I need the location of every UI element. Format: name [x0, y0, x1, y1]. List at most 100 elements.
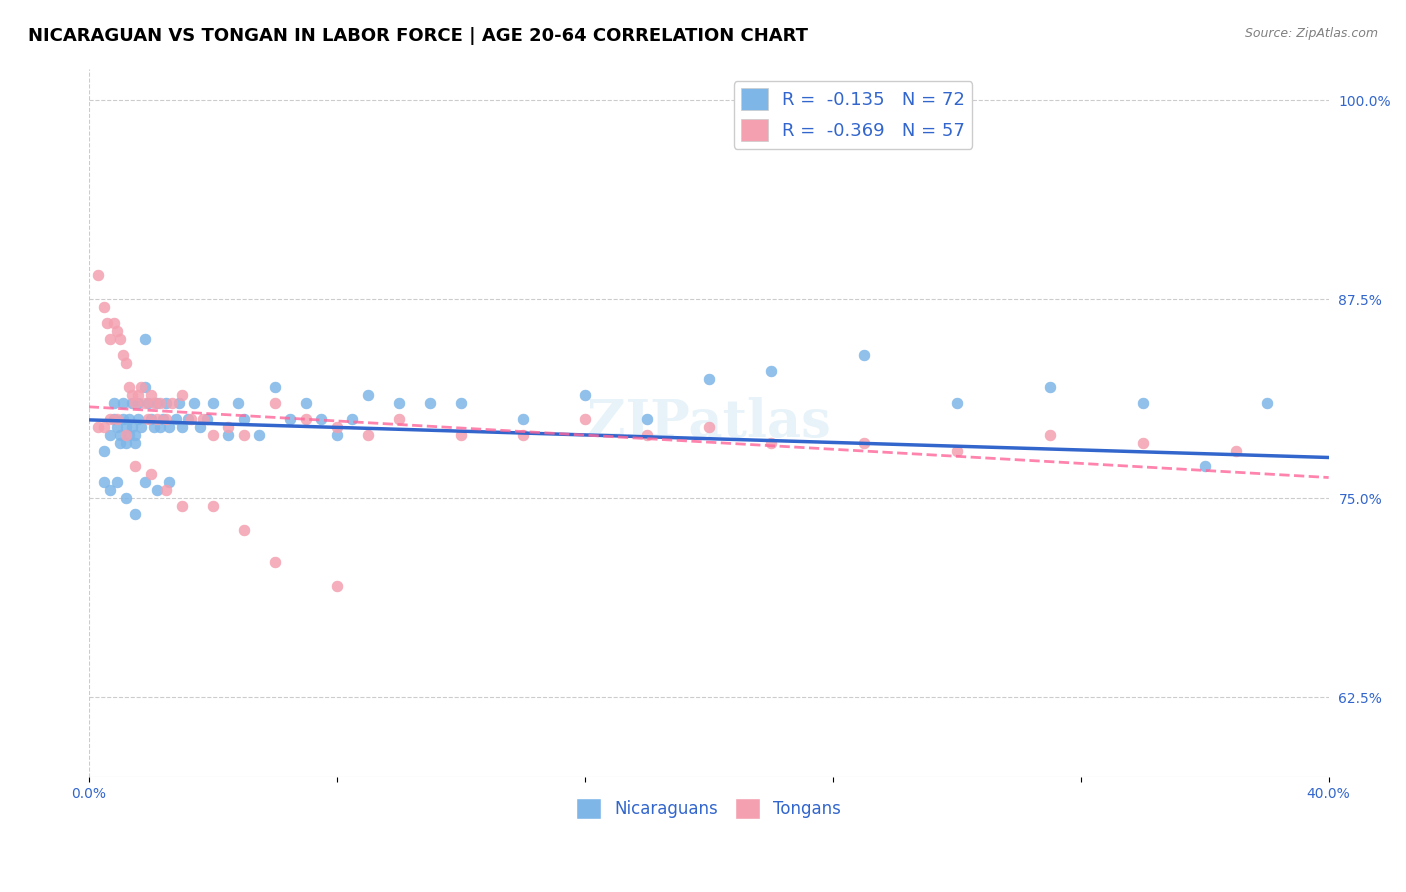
Point — [201, 500, 224, 514]
Point — [574, 388, 596, 402]
Point — [100, 332, 122, 346]
Point — [93, 475, 115, 490]
Point — [121, 388, 143, 402]
Point — [193, 411, 215, 425]
Point — [180, 411, 202, 425]
Legend: Nicaraguans, Tongans: Nicaraguans, Tongans — [569, 791, 848, 825]
Point — [165, 411, 187, 425]
Point — [309, 411, 332, 425]
Point — [157, 419, 180, 434]
Point — [115, 356, 138, 370]
Point — [342, 411, 364, 425]
Point — [131, 380, 153, 394]
Point — [105, 475, 128, 490]
Point — [232, 427, 254, 442]
Point — [134, 380, 156, 394]
Point — [177, 411, 200, 425]
Point — [142, 396, 165, 410]
Point — [134, 332, 156, 346]
Point — [170, 388, 193, 402]
Point — [142, 419, 165, 434]
Text: Source: ZipAtlas.com: Source: ZipAtlas.com — [1244, 27, 1378, 40]
Point — [118, 380, 141, 394]
Point — [232, 523, 254, 537]
Point — [146, 396, 169, 410]
Point — [105, 324, 128, 338]
Point — [121, 396, 143, 410]
Point — [170, 500, 193, 514]
Point — [162, 396, 184, 410]
Point — [115, 435, 138, 450]
Point — [217, 427, 239, 442]
Point — [124, 507, 146, 521]
Point — [1132, 396, 1154, 410]
Point — [103, 411, 125, 425]
Point — [636, 427, 658, 442]
Point — [697, 419, 720, 434]
Point — [93, 419, 115, 434]
Point — [108, 435, 131, 450]
Point — [1039, 427, 1062, 442]
Point — [157, 475, 180, 490]
Point — [124, 459, 146, 474]
Point — [108, 427, 131, 442]
Point — [217, 419, 239, 434]
Point — [136, 396, 159, 410]
Point — [183, 396, 205, 410]
Point — [127, 396, 149, 410]
Point — [115, 491, 138, 506]
Point — [121, 419, 143, 434]
Point — [155, 396, 177, 410]
Point — [152, 411, 174, 425]
Point — [115, 419, 138, 434]
Point — [100, 483, 122, 498]
Point — [1225, 443, 1247, 458]
Point — [188, 419, 211, 434]
Point — [108, 332, 131, 346]
Point — [945, 443, 967, 458]
Point — [111, 396, 134, 410]
Text: NICARAGUAN VS TONGAN IN LABOR FORCE | AGE 20-64 CORRELATION CHART: NICARAGUAN VS TONGAN IN LABOR FORCE | AG… — [28, 27, 808, 45]
Point — [93, 443, 115, 458]
Point — [1194, 459, 1216, 474]
Point — [103, 396, 125, 410]
Point — [149, 396, 172, 410]
Point — [87, 419, 110, 434]
Point — [131, 419, 153, 434]
Point — [201, 396, 224, 410]
Point — [278, 411, 301, 425]
Point — [263, 380, 285, 394]
Point — [574, 411, 596, 425]
Point — [247, 427, 270, 442]
Point — [139, 388, 162, 402]
Point — [100, 411, 122, 425]
Point — [155, 483, 177, 498]
Point — [512, 411, 534, 425]
Point — [93, 300, 115, 314]
Text: ZIPatlas: ZIPatlas — [586, 397, 831, 448]
Point — [759, 435, 782, 450]
Point — [852, 348, 875, 362]
Point — [146, 411, 169, 425]
Point — [697, 372, 720, 386]
Point — [103, 316, 125, 330]
Point — [139, 411, 162, 425]
Point — [759, 364, 782, 378]
Point — [232, 411, 254, 425]
Point — [325, 419, 347, 434]
Point — [124, 435, 146, 450]
Point — [357, 427, 380, 442]
Point — [87, 268, 110, 283]
Point — [111, 411, 134, 425]
Point — [115, 427, 138, 442]
Point — [111, 348, 134, 362]
Point — [450, 427, 472, 442]
Point — [294, 411, 316, 425]
Point — [945, 396, 967, 410]
Point — [325, 427, 347, 442]
Point — [1256, 396, 1278, 410]
Point — [388, 411, 411, 425]
Point — [357, 388, 380, 402]
Point — [100, 427, 122, 442]
Point — [127, 388, 149, 402]
